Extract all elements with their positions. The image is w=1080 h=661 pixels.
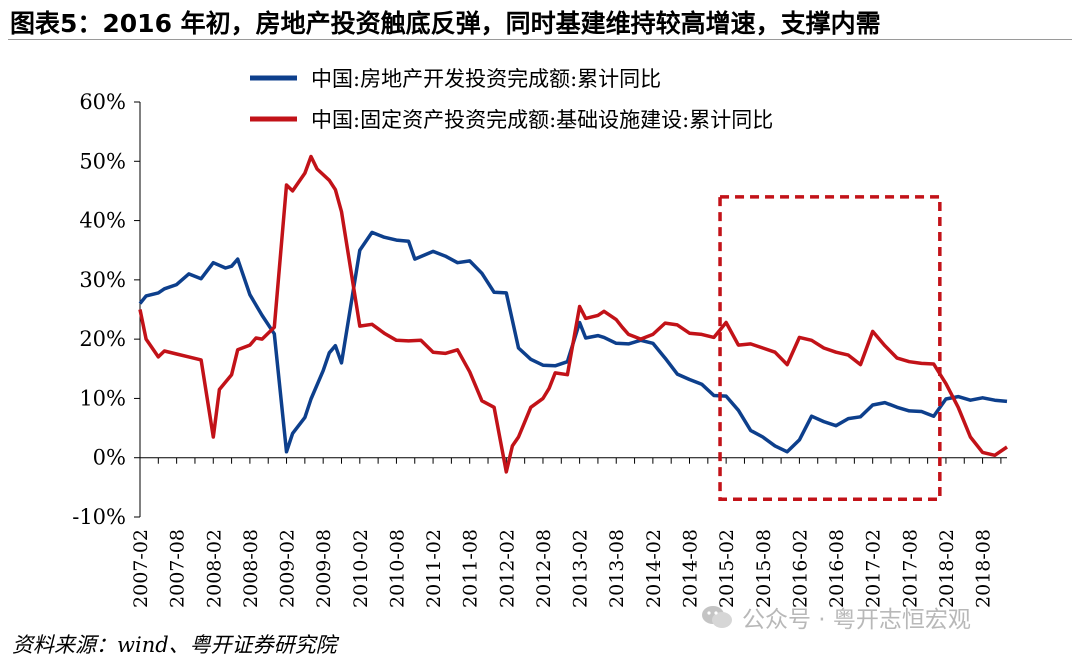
x-tick-label: 2012-08 — [533, 529, 555, 608]
x-tick-label: 2018-08 — [973, 529, 995, 608]
y-tick-label: -10% — [72, 505, 126, 529]
x-tick-label: 2011-02 — [423, 529, 445, 608]
line-chart: -10%0%10%20%30%40%50%60% 2007-02 2007-08 2… — [72, 67, 1008, 608]
x-tick-label: 2010-08 — [386, 529, 408, 608]
source-note: 资料来源：wind、粤开证券研究院 — [12, 633, 337, 657]
x-tick-label: 2018-02 — [936, 529, 958, 608]
x-tick-label: 2013-02 — [570, 529, 592, 608]
series-line-real-estate — [138, 230, 1008, 454]
highlight-box-group — [718, 195, 942, 501]
wechat-icon — [702, 606, 732, 628]
x-tick-label: 2009-08 — [313, 529, 335, 608]
highlight-box — [718, 195, 942, 501]
y-tick-label: 30% — [79, 268, 126, 292]
title-divider — [8, 39, 1072, 40]
y-tick-label: 60% — [79, 90, 126, 114]
x-tick-label: 2010-02 — [350, 529, 372, 608]
chart-title: 图表5：2016 年初，房地产投资触底反弹，同时基建维持较高增速，支撑内需 — [10, 9, 881, 38]
x-tick-label: 2013-08 — [606, 529, 628, 608]
watermark-text: 公众号 · 粤开志恒宏观 — [742, 607, 971, 633]
x-tick-label: 2012-02 — [496, 529, 518, 608]
series-group — [138, 154, 1008, 474]
legend: 中国:房地产开发投资完成额:累计同比 中国:固定资产投资完成额:基础设施建设:累… — [250, 67, 773, 132]
legend-label-infrastructure[interactable]: 中国:固定资产投资完成额:基础设施建设:累计同比 — [311, 108, 773, 132]
x-tick-label: 2009-02 — [277, 529, 299, 608]
x-tick-label: 2017-08 — [899, 529, 921, 608]
x-tick-label: 2017-02 — [863, 529, 885, 608]
y-tick-label: 40% — [79, 209, 126, 233]
x-tick-label: 2015-08 — [753, 529, 775, 608]
x-tick-label: 2011-08 — [460, 529, 482, 608]
y-tick-label: 10% — [79, 386, 126, 410]
x-tick-label: 2016-02 — [789, 529, 811, 608]
x-tick-label: 2014-02 — [643, 529, 665, 608]
x-axis: 2007-02 2007-08 2008-02 2008-08 2009-02 2009-… — [130, 457, 1007, 608]
y-axis: -10% 0% 10% 20% 30% 40% 50% 60% — [72, 90, 141, 529]
x-tick-label: 2008-02 — [203, 529, 225, 608]
watermark: 公众号 · 粤开志恒宏观 — [700, 600, 971, 634]
x-tick-label: 2016-08 — [826, 529, 848, 608]
series-line-infrastructure — [138, 154, 1008, 474]
x-tick-label: 2014-08 — [680, 529, 702, 608]
x-tick-label: 2015-02 — [716, 529, 738, 608]
y-tick-label: 20% — [79, 327, 126, 351]
y-tick-label: 50% — [79, 149, 126, 173]
x-tick-label: 2007-02 — [130, 529, 152, 608]
x-tick-label: 2007-08 — [167, 529, 189, 608]
legend-label-real-estate[interactable]: 中国:房地产开发投资完成额:累计同比 — [311, 67, 661, 91]
y-tick-label: 0% — [93, 446, 126, 470]
x-tick-label: 2008-08 — [240, 529, 262, 608]
